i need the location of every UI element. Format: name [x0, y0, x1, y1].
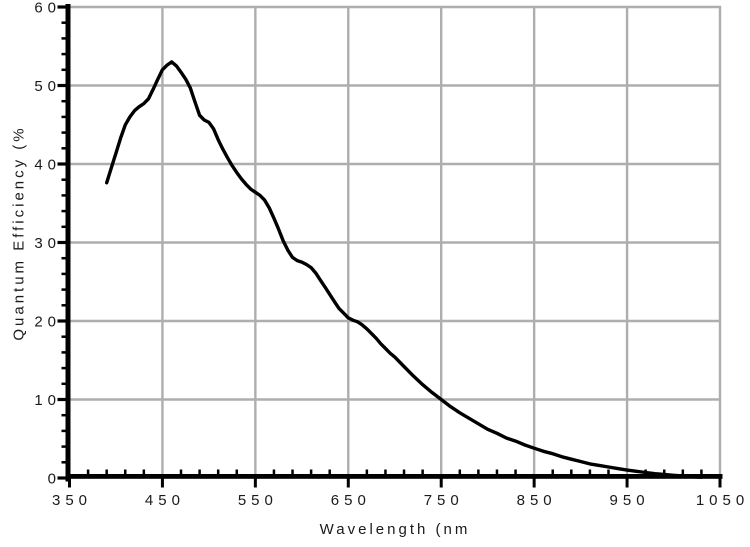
- y-tick-label-40: 40: [34, 157, 61, 174]
- x-minor-tick-530: [235, 469, 239, 474]
- x-major-tick-750: [439, 478, 443, 488]
- y-minor-tick-2: [61, 461, 66, 464]
- y-minor-tick-6: [61, 429, 66, 433]
- x-minor-tick-990: [662, 469, 666, 474]
- y-major-tick-60: [57, 5, 66, 9]
- x-major-tick-650: [346, 478, 350, 488]
- x-minor-tick-490: [198, 469, 201, 474]
- x-tick-label-350: 350: [52, 492, 92, 509]
- x-minor-tick-570: [272, 469, 276, 474]
- x-major-tick-450: [160, 478, 164, 488]
- x-major-tick-1050: [718, 478, 722, 488]
- x-minor-tick-390: [105, 469, 108, 474]
- y-major-tick-10: [57, 397, 66, 402]
- qe-curve: [104, 60, 704, 479]
- x-tick-label-650: 650: [331, 492, 371, 509]
- x-tick-label-950: 950: [610, 492, 650, 509]
- y-minor-tick-14: [61, 366, 66, 370]
- x-minor-tick-710: [402, 469, 406, 474]
- x-major-tick-550: [253, 478, 257, 488]
- y-minor-tick-22: [61, 304, 66, 307]
- y-tick-label-60: 60: [34, 0, 61, 17]
- y-minor-tick-38: [61, 178, 66, 181]
- y-minor-tick-26: [61, 272, 66, 276]
- y-axis-line: [65, 4, 71, 482]
- y-minor-tick-46: [61, 115, 66, 119]
- x-tick-label-850: 850: [517, 492, 557, 509]
- x-minor-tick-830: [514, 469, 517, 474]
- x-minor-tick-370: [86, 469, 90, 474]
- x-minor-tick-430: [142, 469, 146, 474]
- y-tick-label-50: 50: [34, 78, 61, 95]
- y-minor-tick-8: [61, 413, 66, 417]
- x-minor-tick-690: [384, 469, 387, 474]
- y-minor-tick-52: [61, 68, 66, 72]
- y-minor-tick-58: [61, 21, 66, 24]
- y-minor-tick-16: [61, 351, 66, 354]
- y-major-tick-0: [57, 476, 66, 480]
- x-minor-tick-610: [309, 469, 313, 474]
- x-major-tick-350: [68, 478, 71, 488]
- y-major-tick-40: [57, 162, 66, 166]
- y-minor-tick-12: [61, 382, 66, 386]
- x-axis-line: [65, 474, 723, 479]
- x-minor-tick-630: [328, 469, 331, 474]
- x-tick-label-550: 550: [238, 492, 278, 509]
- y-tick-label-20: 20: [34, 314, 61, 331]
- x-minor-tick-970: [644, 469, 647, 474]
- x-minor-tick-410: [124, 469, 127, 474]
- x-minor-tick-810: [495, 469, 499, 474]
- y-minor-tick-54: [61, 52, 66, 56]
- y-major-tick-50: [57, 83, 66, 88]
- x-minor-tick-870: [551, 469, 554, 474]
- y-major-tick-30: [57, 240, 66, 245]
- y-minor-tick-48: [61, 99, 66, 103]
- y-minor-tick-32: [61, 225, 66, 229]
- y-minor-tick-56: [61, 37, 66, 40]
- x-minor-tick-910: [588, 469, 592, 474]
- x-minor-tick-930: [607, 469, 610, 474]
- y-minor-tick-28: [61, 256, 66, 260]
- x-minor-tick-730: [421, 469, 424, 474]
- y-minor-tick-4: [61, 445, 66, 448]
- x-tick-label-750: 750: [424, 492, 464, 509]
- y-minor-tick-24: [61, 288, 66, 291]
- y-minor-tick-34: [61, 209, 66, 213]
- x-major-tick-950: [625, 478, 629, 488]
- y-axis-title: Quantum Efficiency (%: [10, 125, 28, 341]
- x-minor-tick-670: [365, 469, 369, 474]
- x-minor-tick-1030: [700, 469, 703, 474]
- x-axis-title: Wavelength (nm: [319, 521, 471, 538]
- x-minor-tick-510: [216, 469, 220, 474]
- y-tick-label-30: 30: [34, 235, 61, 252]
- x-minor-tick-470: [179, 469, 183, 474]
- x-minor-tick-590: [291, 469, 294, 474]
- y-minor-tick-42: [61, 147, 66, 150]
- y-tick-label-0: 0: [48, 471, 61, 488]
- y-minor-tick-36: [61, 194, 66, 197]
- x-tick-label-1050: 1050: [696, 492, 749, 509]
- x-minor-tick-770: [458, 469, 462, 474]
- x-minor-tick-790: [477, 469, 480, 474]
- x-tick-label-450: 450: [145, 492, 185, 509]
- x-minor-tick-1010: [681, 469, 685, 474]
- y-tick-label-10: 10: [34, 392, 61, 409]
- y-major-tick-20: [57, 319, 66, 323]
- y-minor-tick-44: [61, 131, 66, 134]
- x-major-tick-850: [532, 478, 536, 488]
- x-minor-tick-890: [570, 469, 573, 474]
- y-minor-tick-18: [61, 335, 66, 338]
